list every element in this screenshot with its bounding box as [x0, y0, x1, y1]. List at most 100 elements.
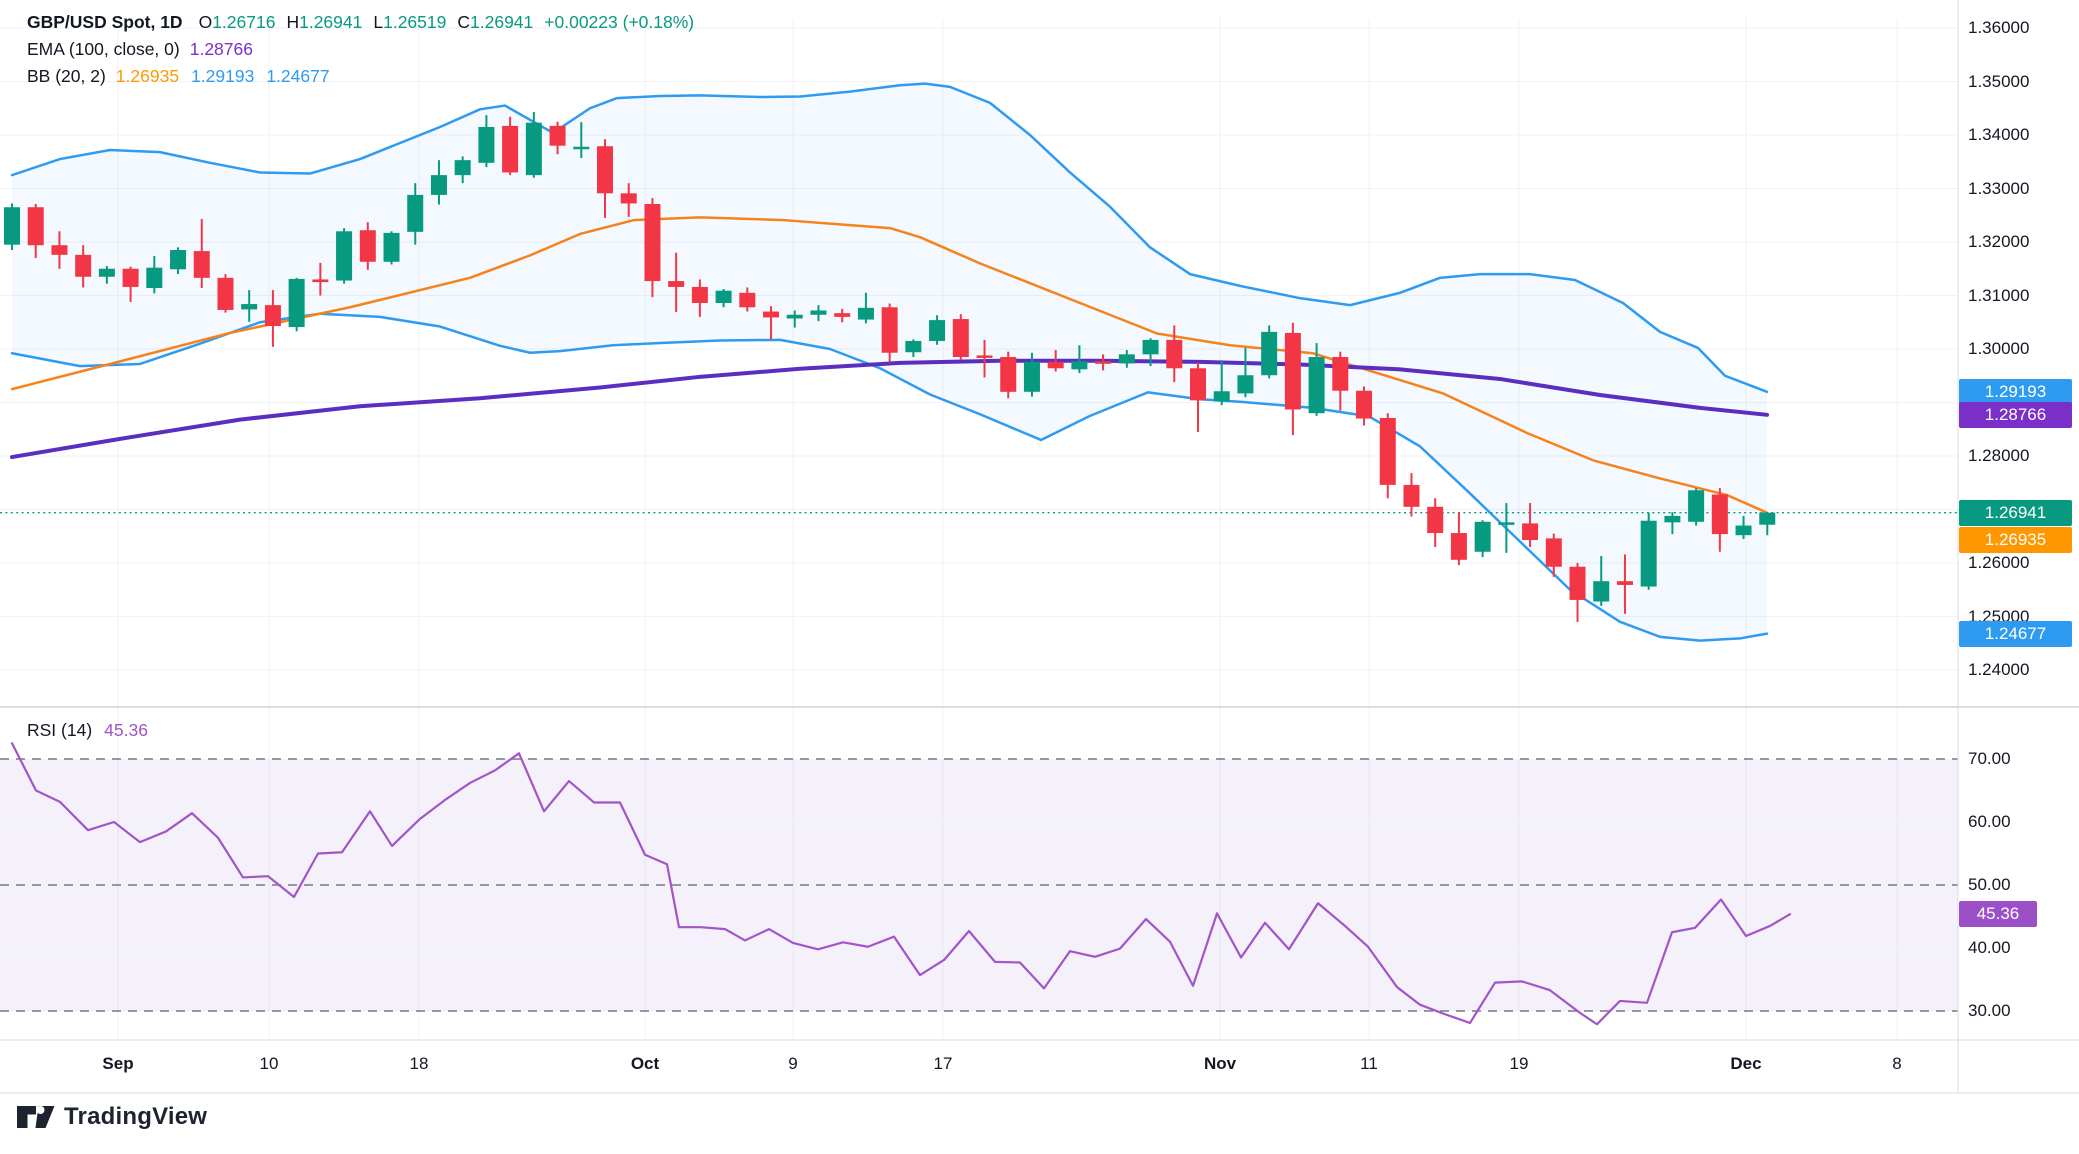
candle-body	[881, 307, 898, 353]
candle-body	[1403, 484, 1420, 507]
candle-body	[786, 314, 803, 319]
candle-body	[739, 292, 756, 308]
high-value: H1.26941	[286, 12, 363, 32]
rsi-legend-row[interactable]: RSI (14) 45.36	[27, 720, 148, 741]
candle-body	[478, 126, 495, 163]
price-tick-label: 1.28000	[1968, 446, 2030, 465]
candle-body	[1047, 361, 1064, 369]
tradingview-logo[interactable]: TradingView	[17, 1103, 207, 1131]
rsi-tick-label: 50.00	[1968, 875, 2011, 894]
close-value: C1.26941	[457, 12, 534, 32]
time-tick-label: Dec	[1730, 1054, 1762, 1073]
rsi-tick-label: 60.00	[1968, 812, 2011, 831]
rsi-indicator-value: 45.36	[104, 720, 148, 740]
candle-body	[1759, 512, 1776, 525]
candle-body	[27, 207, 44, 246]
candle-body	[383, 232, 400, 262]
candle-body	[1593, 581, 1610, 602]
rsi-indicator-label[interactable]: RSI (14)	[27, 720, 93, 740]
bb-indicator-label[interactable]: BB (20, 2)	[27, 66, 106, 86]
ema-indicator-label[interactable]: EMA (100, close, 0)	[27, 39, 180, 59]
candle-body	[1379, 418, 1396, 485]
candle-body	[549, 125, 566, 146]
legend: GBP/USD Spot, 1D O1.26716 H1.26941 L1.26…	[27, 12, 694, 93]
rsi-tick-label: 40.00	[1968, 938, 2011, 957]
ema-indicator-value: 1.28766	[189, 39, 253, 59]
bb-lower-line	[10, 312, 1769, 642]
symbol-title[interactable]: GBP/USD Spot, 1D	[27, 12, 183, 32]
time-tick-label: 18	[409, 1054, 429, 1073]
candle-body	[1308, 357, 1325, 414]
candle-body	[905, 340, 922, 353]
candle-body	[1332, 357, 1349, 391]
candle-body	[620, 193, 637, 204]
candle-body	[1071, 361, 1088, 370]
bb-legend-row[interactable]: BB (20, 2) 1.26935 1.29193 1.24677	[27, 66, 694, 93]
time-tick-label: 19	[1509, 1054, 1529, 1073]
time-tick-label: Sep	[102, 1054, 134, 1073]
candle-body	[1356, 390, 1373, 419]
candle-body	[51, 245, 68, 255]
time-tick-label: 9	[788, 1054, 798, 1073]
time-tick-label: 10	[259, 1054, 279, 1073]
candle-body	[146, 267, 163, 289]
time-tick-label: 17	[933, 1054, 953, 1073]
candle-body	[336, 231, 353, 281]
rsi-tick-label: 70.00	[1968, 749, 2011, 768]
ema-legend-row[interactable]: EMA (100, close, 0) 1.28766	[27, 39, 694, 66]
candle-body	[502, 125, 519, 173]
tradingview-logo-text: TradingView	[64, 1103, 208, 1130]
candle-body	[193, 251, 210, 278]
price-badge: 1.26941	[1959, 500, 2072, 526]
price-tick-label: 1.36000	[1968, 18, 2030, 37]
candle-body	[1023, 361, 1040, 392]
candle-body	[1474, 521, 1491, 552]
candle-body	[1664, 515, 1681, 523]
symbol-legend-row[interactable]: GBP/USD Spot, 1D O1.26716 H1.26941 L1.26…	[27, 12, 694, 39]
candle-body	[98, 268, 115, 277]
candle-body	[1095, 361, 1112, 364]
candle-body	[1616, 581, 1633, 585]
candle-body	[217, 277, 234, 310]
candle-body	[857, 307, 874, 320]
candle-body	[122, 268, 139, 287]
candle-body	[525, 122, 542, 176]
candle-body	[691, 286, 708, 303]
candle-body	[1545, 538, 1562, 567]
candle-body	[1213, 391, 1230, 402]
candle-body	[1237, 375, 1254, 394]
time-tick-label: 11	[1360, 1054, 1378, 1073]
candle-body	[241, 304, 258, 310]
candle-body	[1569, 566, 1586, 600]
price-tick-label: 1.24000	[1968, 660, 2030, 679]
rsi-badge: 45.36	[1959, 901, 2037, 928]
candle-body	[1000, 357, 1017, 392]
candle-body	[1190, 368, 1206, 401]
candle-body	[454, 160, 471, 176]
rsi-line	[10, 742, 1792, 1026]
candle-body	[288, 278, 305, 328]
candle-body	[1142, 339, 1159, 355]
change-value: +0.00223 (+0.18%)	[544, 12, 695, 32]
candle-body	[1261, 331, 1278, 376]
price-tick-label: 1.31000	[1968, 285, 2030, 305]
candle-body	[1522, 523, 1539, 540]
candle-body	[597, 146, 613, 194]
price-badge: 1.26935	[1959, 527, 2072, 553]
candle-body	[75, 254, 92, 277]
low-value: L1.26519	[373, 12, 447, 32]
tradingview-logo-icon	[17, 1106, 55, 1128]
candle-body	[407, 194, 424, 232]
bb-lower-value: 1.24677	[266, 66, 330, 86]
price-badge: 1.28766	[1959, 402, 2072, 428]
candle-body	[1118, 354, 1135, 364]
candle-body	[668, 281, 685, 287]
candle-body	[1711, 494, 1728, 535]
candle-body	[1640, 520, 1657, 587]
bb-basis-line	[10, 216, 1769, 514]
price-tick-label: 1.34000	[1968, 125, 2030, 144]
price-badge: 1.24677	[1959, 621, 2072, 647]
candle-body	[929, 320, 946, 341]
